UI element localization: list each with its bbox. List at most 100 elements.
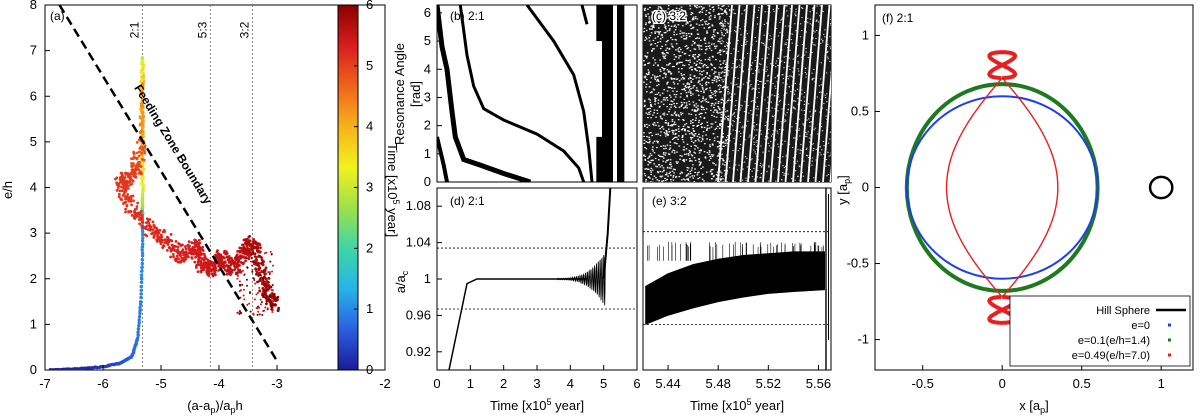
noise-speckle [694, 171, 696, 174]
noise-speckle [727, 134, 729, 137]
noise-speckle [651, 49, 653, 52]
noise-speckle [685, 148, 688, 150]
noise-speckle [794, 108, 796, 110]
y-tick-label: 5 [424, 33, 431, 48]
noise-speckle [792, 58, 794, 60]
noise-speckle [706, 124, 709, 127]
noise-speckle [689, 76, 692, 79]
noise-speckle [692, 78, 694, 80]
y-tick-label: 4 [30, 180, 37, 195]
noise-speckle [694, 168, 696, 170]
track-point [130, 165, 134, 169]
noise-speckle [721, 9, 723, 11]
noise-speckle [807, 157, 810, 159]
noise-speckle [822, 41, 824, 43]
track-point [264, 266, 268, 270]
noise-speckle [652, 146, 654, 148]
track-point [251, 260, 255, 264]
semimajor-axis-oscillation [556, 255, 606, 306]
noise-speckle [722, 26, 724, 28]
noise-speckle [711, 102, 714, 105]
noise-speckle [790, 39, 792, 41]
noise-speckle [781, 18, 783, 20]
noise-speckle [780, 60, 783, 62]
track-point [130, 172, 134, 176]
noise-speckle [692, 87, 694, 89]
noise-speckle [775, 60, 778, 62]
noise-speckle [674, 78, 676, 80]
track-point [140, 157, 144, 161]
noise-speckle [647, 73, 650, 75]
noise-speckle [797, 61, 799, 63]
noise-speckle [698, 37, 700, 39]
colorbar-tick-label: 5 [366, 58, 373, 73]
noise-speckle [665, 41, 668, 43]
noise-speckle [799, 149, 801, 151]
noise-speckle [710, 123, 713, 125]
noise-speckle [708, 75, 711, 77]
noise-speckle [753, 88, 755, 90]
noise-speckle [645, 178, 648, 181]
track-point [133, 156, 137, 160]
noise-speckle [655, 177, 657, 179]
noise-speckle [784, 25, 787, 27]
noise-speckle [695, 145, 698, 147]
track-point [141, 220, 145, 224]
track-point [141, 92, 145, 96]
track-point [141, 238, 145, 243]
noise-speckle [701, 9, 703, 11]
x-tick-label: 0 [433, 376, 440, 391]
track-point [174, 244, 178, 248]
noise-speckle [671, 151, 673, 153]
noise-speckle [704, 58, 707, 61]
noise-speckle [686, 94, 688, 97]
noise-speckle [671, 125, 674, 127]
track-point [254, 258, 257, 261]
noise-speckle [824, 94, 826, 96]
noise-speckle [710, 43, 713, 45]
noise-speckle [693, 135, 696, 137]
noise-speckle [726, 101, 728, 103]
track-point [141, 74, 145, 78]
noise-speckle [678, 80, 681, 82]
noise-speckle [708, 153, 710, 155]
noise-speckle [721, 20, 723, 22]
noise-speckle [704, 23, 707, 25]
noise-speckle [814, 31, 816, 33]
noise-speckle [714, 71, 716, 73]
noise-speckle [753, 122, 755, 124]
noise-speckle [728, 9, 731, 11]
noise-speckle [786, 10, 788, 12]
noise-speckle [717, 112, 719, 114]
noise-speckle [720, 120, 723, 122]
noise-speckle [708, 22, 710, 25]
resonance-angle-dense-block-high [596, 5, 602, 42]
track-point [130, 168, 134, 172]
noise-speckle [713, 163, 716, 165]
noise-speckle [664, 99, 666, 101]
noise-speckle [803, 114, 806, 116]
track-point [209, 260, 213, 264]
track-point [184, 247, 188, 251]
noise-speckle [723, 164, 726, 166]
noise-speckle [720, 91, 722, 93]
noise-speckle [679, 33, 681, 35]
track-point [259, 246, 262, 250]
noise-speckle [705, 10, 708, 12]
track-point [167, 246, 171, 249]
noise-speckle [788, 25, 790, 27]
track-point [183, 245, 187, 248]
noise-speckle [787, 108, 789, 110]
track-point [144, 225, 148, 229]
noise-speckle [776, 130, 778, 132]
noise-speckle [719, 124, 721, 127]
noise-speckle [687, 154, 690, 156]
noise-speckle [648, 22, 651, 24]
noise-speckle [671, 45, 674, 47]
noise-speckle [772, 130, 774, 132]
noise-speckle [643, 76, 646, 78]
track-point [246, 254, 249, 257]
track-point [222, 266, 226, 270]
noise-speckle [817, 133, 819, 135]
noise-speckle [677, 10, 680, 12]
